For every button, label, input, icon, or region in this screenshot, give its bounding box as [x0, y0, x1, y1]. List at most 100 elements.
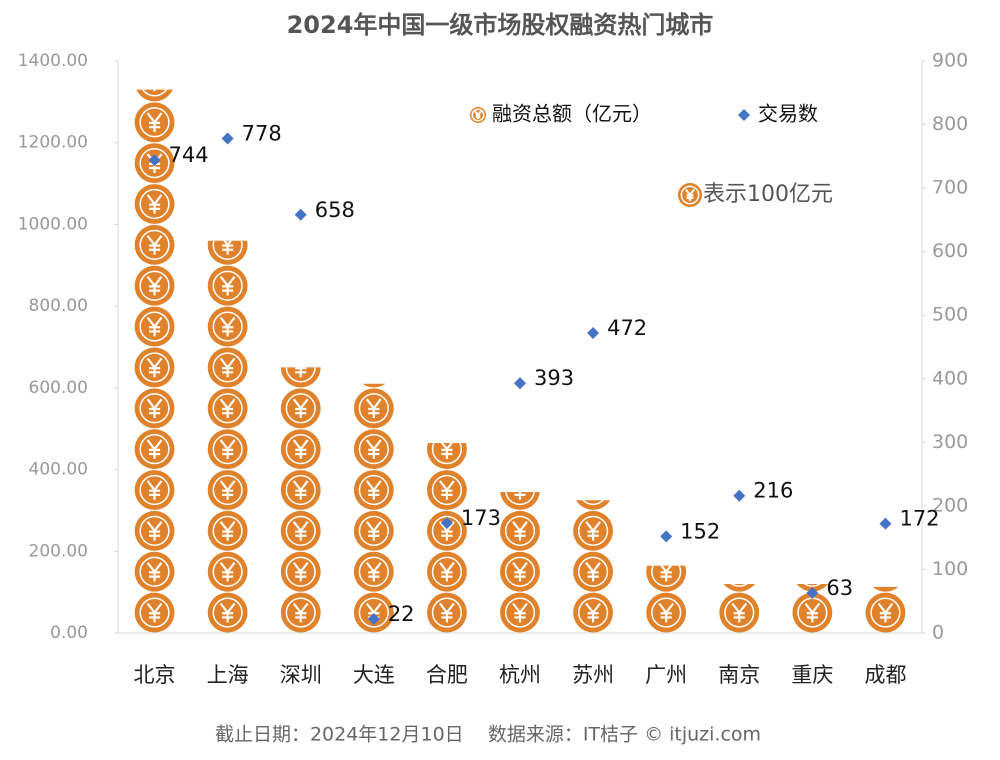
y-tick-label: 1000.00: [18, 214, 88, 234]
coin-ring: [651, 565, 682, 587]
coin-ring: [505, 492, 535, 506]
value-label: 173: [461, 506, 501, 530]
coin-ring: [139, 352, 170, 383]
coin: [723, 583, 755, 592]
coin-ring: [358, 434, 389, 465]
value-label: 393: [534, 366, 574, 390]
yen-sign: [878, 563, 892, 582]
yen-sign: [219, 316, 236, 337]
coin-ring: [577, 515, 609, 546]
yen-sign: [585, 521, 601, 541]
value-label: 744: [169, 143, 209, 167]
coin-ring: [139, 434, 170, 465]
yen-sign: [146, 357, 163, 378]
marker: [879, 517, 892, 530]
yen-sign: [292, 561, 309, 582]
marker: [514, 377, 526, 390]
coin-ring: [212, 597, 243, 628]
coin-ring: [359, 353, 388, 382]
coin-ring: [358, 515, 389, 546]
y2-tick-label: 500: [932, 304, 968, 326]
coin-ring: [730, 583, 749, 587]
x-tick-label: 重庆: [791, 663, 833, 687]
yen-sign: [365, 398, 382, 419]
y2-tick-label: 100: [932, 558, 968, 580]
coin-ring: [139, 474, 170, 506]
coin-ring: [680, 185, 700, 205]
coin-ring: [285, 434, 316, 465]
y-tick-label: 800.00: [29, 296, 88, 316]
coin-stack: [426, 443, 467, 633]
yen-sign: [153, 89, 156, 92]
y2-tick-label: 800: [932, 113, 968, 135]
coin-ring: [139, 107, 170, 138]
yen-sign: [146, 439, 163, 459]
yen-sign: [219, 561, 236, 582]
marker: [806, 586, 819, 599]
legend-label: 交易数: [758, 102, 818, 126]
coin-ring: [870, 597, 901, 628]
y2-tick-label: 0: [932, 622, 944, 644]
yen-sign: [660, 565, 673, 582]
coin-ring: [431, 443, 463, 465]
y2-tick-label: 600: [932, 240, 968, 262]
value-label: 778: [242, 122, 282, 146]
coin-ring: [358, 474, 389, 506]
x-tick-label: 杭州: [499, 663, 541, 687]
marker: [733, 489, 746, 502]
coin-stack: [280, 367, 321, 633]
x-tick-label: 成都: [864, 663, 906, 687]
coin-ring: [285, 474, 316, 506]
yen-sign: [658, 602, 675, 623]
coin: [500, 492, 540, 510]
marker: [294, 208, 307, 221]
x-tick-label: 北京: [134, 663, 176, 687]
y2-tick-label: 400: [932, 367, 968, 389]
yen-sign: [146, 398, 163, 419]
y2-tick-label: 200: [932, 494, 968, 516]
marker: [660, 530, 673, 543]
yen-sign: [684, 188, 696, 201]
coin-ring: [285, 597, 316, 628]
yen-sign: [439, 561, 455, 582]
yen-sign: [295, 367, 307, 378]
yen-sign: [512, 561, 528, 582]
yen-sign: [146, 112, 163, 133]
y-tick-label: 400.00: [29, 460, 88, 480]
yen-sign: [146, 480, 163, 500]
coin-ring: [212, 240, 243, 260]
chart-title: 2024年中国一级市场股权融资热门城市: [287, 11, 714, 39]
yen-sign: [514, 492, 526, 500]
x-tick-label: 合肥: [426, 663, 468, 687]
y-tick-label: 1400.00: [18, 51, 88, 71]
x-tick-label: 南京: [718, 663, 760, 687]
yen-sign: [439, 602, 455, 623]
yen-sign: [474, 110, 482, 119]
value-label: 472: [607, 316, 647, 340]
y2-tick-label: 900: [932, 50, 968, 72]
yen-sign: [146, 316, 163, 337]
coin-ring: [471, 108, 485, 122]
footer: 截止日期：2024年12月10日 数据来源：IT桔子 © itjuzi.com: [215, 724, 761, 746]
coin-ring: [139, 229, 170, 260]
coin-ring: [504, 556, 536, 587]
yen-sign: [219, 275, 236, 296]
coin-ring: [139, 270, 170, 301]
coin-ring: [139, 597, 170, 628]
coin-ring: [358, 556, 389, 587]
yen-sign: [365, 439, 382, 459]
yen-sign: [219, 521, 236, 541]
coin-ring: [285, 367, 316, 383]
coin-stack: [792, 583, 833, 633]
coin-ring: [139, 556, 170, 587]
coin: [872, 586, 899, 592]
coin-stack: [573, 500, 614, 633]
yen-sign: [292, 602, 309, 623]
coin-ring: [871, 557, 900, 586]
value-label: 152: [680, 519, 720, 543]
coin-stack: [865, 557, 906, 633]
coin-ring: [431, 556, 463, 587]
coin-ring: [431, 515, 463, 546]
marker: [148, 154, 161, 167]
coin-ring: [212, 311, 243, 342]
